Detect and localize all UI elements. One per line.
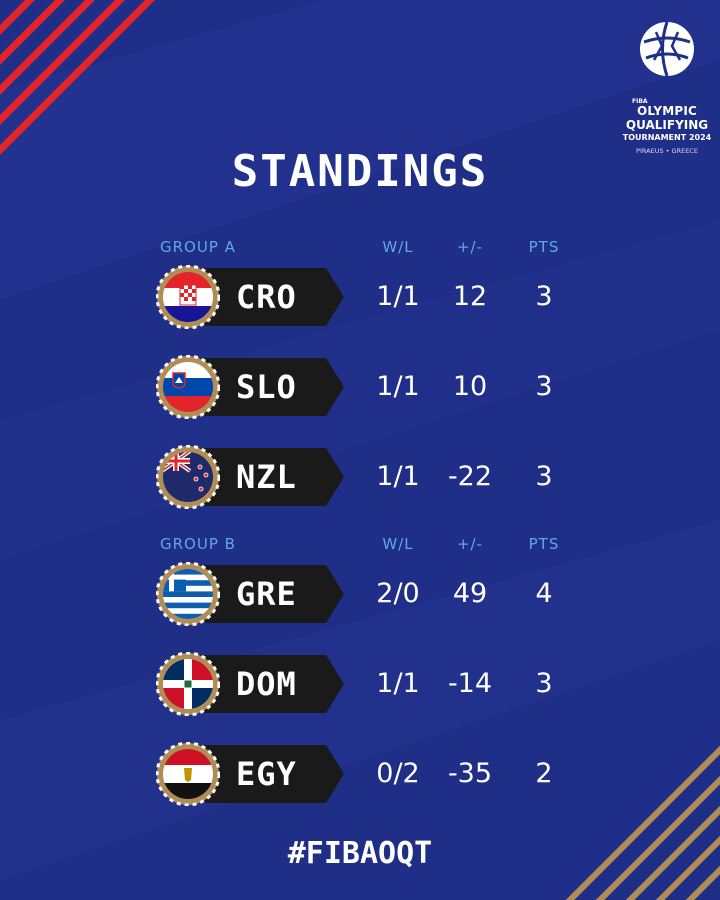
- logo-line-tournament: TOURNAMENT 2024: [622, 133, 712, 142]
- team-plus-minus: -22: [447, 461, 493, 492]
- logo-line-olympic: OLYMPIC: [636, 104, 698, 118]
- new-zealand-flag-icon: [156, 445, 220, 509]
- hashtag: #FIBAOQT: [287, 836, 433, 871]
- team-code: EGY: [236, 755, 297, 793]
- standings-row: GRE 2/0 49 4: [0, 562, 720, 626]
- team-plus-minus: -14: [447, 668, 493, 699]
- team-plus-minus: -35: [447, 758, 493, 789]
- page-title: STANDINGS: [231, 146, 489, 197]
- group-b-pm-header: +/-: [456, 535, 484, 553]
- group-b-pts-header: PTS: [528, 535, 560, 553]
- team-wl: 1/1: [376, 668, 420, 699]
- dominican-republic-flag-icon: [156, 652, 220, 716]
- standings-row: NZL 1/1 -22 3: [0, 445, 720, 509]
- team-code: DOM: [236, 665, 297, 703]
- team-points: 3: [535, 371, 553, 402]
- greece-flag-icon: [156, 562, 220, 626]
- standings-row: CRO 1/1 12 3: [0, 265, 720, 329]
- standings-row: SLO 1/1 10 3: [0, 355, 720, 419]
- gold-stripes: [565, 745, 720, 900]
- team-points: 3: [535, 281, 553, 312]
- red-stripes: [0, 0, 155, 155]
- team-code: NZL: [236, 458, 297, 496]
- group-a-label: GROUP A: [160, 238, 236, 256]
- group-a-pts-header: PTS: [528, 238, 560, 256]
- team-wl: 1/1: [376, 281, 420, 312]
- team-points: 3: [535, 461, 553, 492]
- team-wl: 1/1: [376, 461, 420, 492]
- team-points: 3: [535, 668, 553, 699]
- egypt-flag-icon: [156, 742, 220, 806]
- team-points: 4: [535, 578, 553, 609]
- logo-line-location: PIRAEUS • GREECE: [636, 147, 698, 155]
- logo-line-qualifying: QUALIFYING: [625, 118, 709, 132]
- basketball-emblem-icon: [640, 21, 694, 77]
- slovenia-flag-icon: [156, 355, 220, 419]
- team-plus-minus: 10: [452, 371, 488, 402]
- team-wl: 1/1: [376, 371, 420, 402]
- group-a-pm-header: +/-: [456, 238, 484, 256]
- standings-row: EGY 0/2 -35 2: [0, 742, 720, 806]
- group-b-wl-header: W/L: [382, 535, 414, 553]
- team-code: SLO: [236, 368, 297, 406]
- croatia-flag-icon: [156, 265, 220, 329]
- team-plus-minus: 12: [452, 281, 488, 312]
- team-wl: 2/0: [376, 578, 420, 609]
- team-code: GRE: [236, 575, 297, 613]
- tournament-logo: FIBA OLYMPIC QUALIFYING TOURNAMENT 2024 …: [622, 20, 712, 154]
- team-wl: 0/2: [376, 758, 420, 789]
- group-b-label: GROUP B: [160, 535, 236, 553]
- fiba-wordmark: FIBA: [632, 98, 648, 105]
- team-code: CRO: [236, 278, 297, 316]
- team-plus-minus: 49: [452, 578, 488, 609]
- group-a-wl-header: W/L: [382, 238, 414, 256]
- team-points: 2: [535, 758, 553, 789]
- standings-row: DOM 1/1 -14 3: [0, 652, 720, 716]
